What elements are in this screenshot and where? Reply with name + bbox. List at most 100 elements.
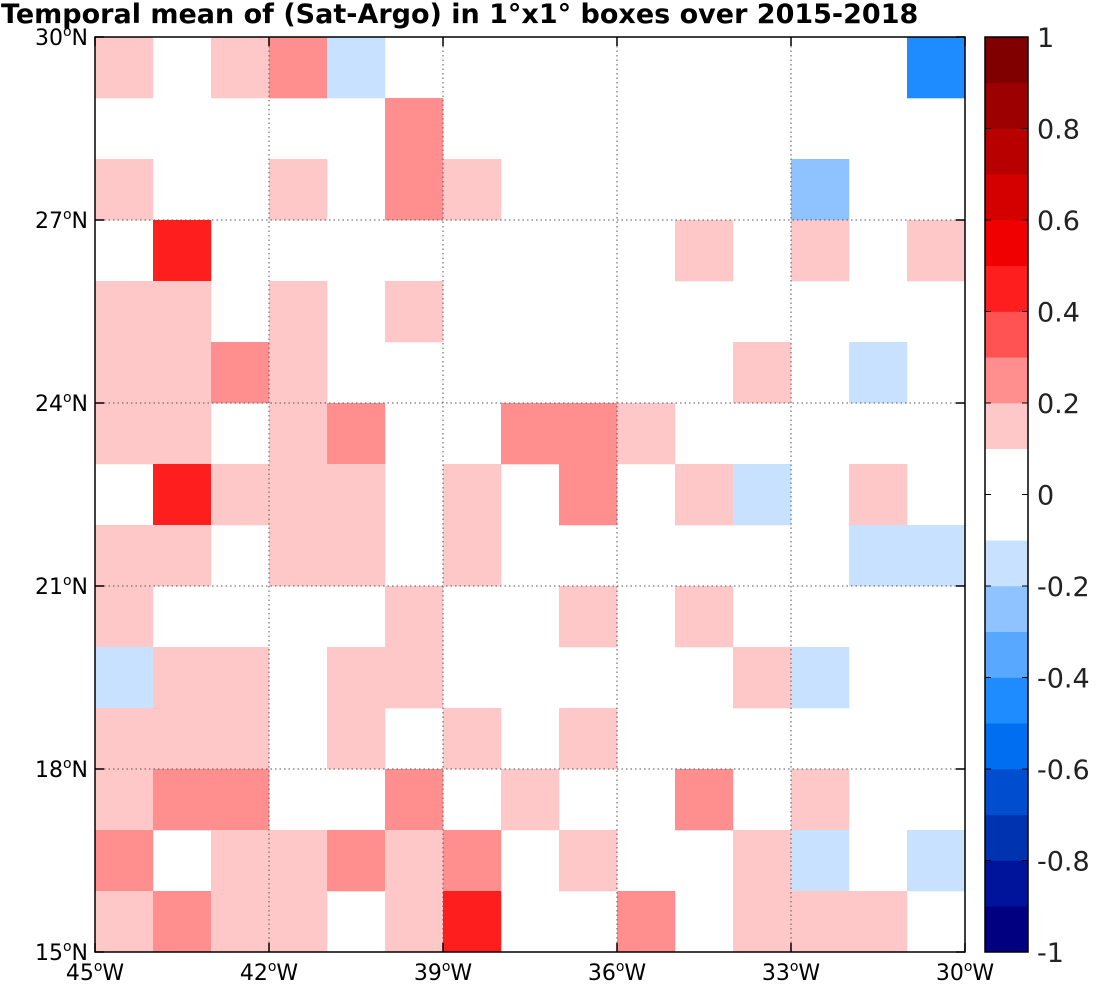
heatmap-cell xyxy=(95,525,154,587)
heatmap-cell xyxy=(211,769,270,831)
heatmap-cell xyxy=(559,830,618,892)
heatmap-cells xyxy=(95,37,966,953)
heatmap-cell xyxy=(907,37,966,99)
heatmap-cell xyxy=(385,281,444,343)
heatmap-cell xyxy=(443,159,502,221)
heatmap-cell xyxy=(733,464,792,526)
heatmap-cell xyxy=(95,647,154,709)
colorbar-tick-labels: -1 -0.8 -0.6 -0.4 -0.2 0 0.2 0.4 0.6 0.8 1 xyxy=(1037,23,1090,969)
heatmap-cell xyxy=(443,464,502,526)
colorbar-segment xyxy=(985,906,1028,953)
heatmap-cell xyxy=(327,830,386,892)
colorbar-segment xyxy=(985,265,1028,312)
heatmap-cell xyxy=(907,525,966,587)
heatmap-cell xyxy=(791,220,850,282)
y-tick-label: 27oN xyxy=(35,207,88,234)
heatmap-cell xyxy=(95,403,154,465)
chart-title: Temporal mean of (Sat-Argo) in 1°x1° box… xyxy=(1,0,919,30)
heatmap-cell xyxy=(95,37,154,99)
colorbar-tick-label: -0.2 xyxy=(1037,572,1090,603)
heatmap-cell xyxy=(559,586,618,648)
x-tick-label: 42oW xyxy=(240,959,299,984)
colorbar-segment xyxy=(985,174,1028,221)
heatmap-cell xyxy=(733,830,792,892)
heatmap-cell xyxy=(95,159,154,221)
heatmap-cell xyxy=(95,342,154,404)
heatmap-cell xyxy=(95,586,154,648)
heatmap-cell xyxy=(327,464,386,526)
x-tick-label: 45oW xyxy=(66,959,125,984)
heatmap-cell xyxy=(443,830,502,892)
heatmap-cell xyxy=(791,891,850,953)
colorbar-segment xyxy=(985,37,1028,84)
heatmap-cell xyxy=(907,220,966,282)
heatmap-cell xyxy=(907,830,966,892)
colorbar-segment xyxy=(985,677,1028,724)
colorbar-segment xyxy=(985,494,1028,541)
y-tick-label: 30oN xyxy=(35,24,88,51)
heatmap-cell xyxy=(733,342,792,404)
heatmap-cell xyxy=(617,891,676,953)
heatmap-cell xyxy=(385,830,444,892)
plot-frame xyxy=(94,36,966,953)
x-tick-label: 30oW xyxy=(936,959,995,984)
heatmap-cell xyxy=(443,708,502,770)
x-tick-label: 33oW xyxy=(762,959,821,984)
heatmap-cell xyxy=(617,403,676,465)
heatmap-cell xyxy=(269,281,328,343)
heatmap-cell xyxy=(849,891,908,953)
heatmap-cell xyxy=(791,830,850,892)
heatmap-cell xyxy=(385,98,444,160)
heatmap-cell xyxy=(327,525,386,587)
colorbar-segment xyxy=(985,769,1028,816)
heatmap-cell xyxy=(153,220,212,282)
heatmap-cell xyxy=(153,647,212,709)
heatmap-cell xyxy=(269,464,328,526)
heatmap-cell xyxy=(153,281,212,343)
heatmap-cell xyxy=(791,769,850,831)
grid-lines xyxy=(95,37,965,952)
heatmap-cell xyxy=(733,891,792,953)
heatmap-cell xyxy=(95,830,154,892)
colorbar-tick-label: 1 xyxy=(1037,23,1054,54)
colorbar-segment xyxy=(985,723,1028,770)
colorbar-tick-label: 0.8 xyxy=(1037,115,1080,146)
heatmap-cell xyxy=(211,830,270,892)
heatmap-cell xyxy=(791,159,850,221)
heatmap-cell xyxy=(327,37,386,99)
heatmap-cell xyxy=(385,586,444,648)
colorbar-tick-label: 0.4 xyxy=(1037,298,1080,329)
axis-ticks xyxy=(94,36,966,953)
heatmap-cell xyxy=(95,769,154,831)
heatmap-cell xyxy=(95,708,154,770)
heatmap-cell xyxy=(443,891,502,953)
heatmap-cell xyxy=(211,464,270,526)
heatmap-cell xyxy=(385,769,444,831)
heatmap-cell xyxy=(385,647,444,709)
heatmap-cell xyxy=(211,342,270,404)
colorbar-segment xyxy=(985,82,1028,129)
colorbar-segment xyxy=(985,403,1028,450)
heatmap-cell xyxy=(211,891,270,953)
heatmap-cell xyxy=(675,586,734,648)
colorbar-tick-label: -1 xyxy=(1037,938,1064,969)
heatmap-cell xyxy=(327,647,386,709)
y-tick-label: 15oN xyxy=(35,939,88,966)
heatmap-cell xyxy=(501,769,560,831)
heatmap-cell xyxy=(559,708,618,770)
heatmap-cell xyxy=(849,342,908,404)
heatmap-cell xyxy=(559,464,618,526)
heatmap-cell xyxy=(733,647,792,709)
colorbar-tick-label: 0.2 xyxy=(1037,389,1080,420)
heatmap-cell xyxy=(675,464,734,526)
colorbar-segment xyxy=(985,448,1028,495)
heatmap-cell xyxy=(153,464,212,526)
heatmap-cell xyxy=(791,647,850,709)
y-tick-label: 18oN xyxy=(35,756,88,783)
colorbar-segment xyxy=(985,540,1028,587)
heatmap-cell xyxy=(153,708,212,770)
heatmap-cell xyxy=(95,281,154,343)
heatmap-cell xyxy=(153,403,212,465)
heatmap-cell xyxy=(269,342,328,404)
heatmap-cell xyxy=(385,159,444,221)
